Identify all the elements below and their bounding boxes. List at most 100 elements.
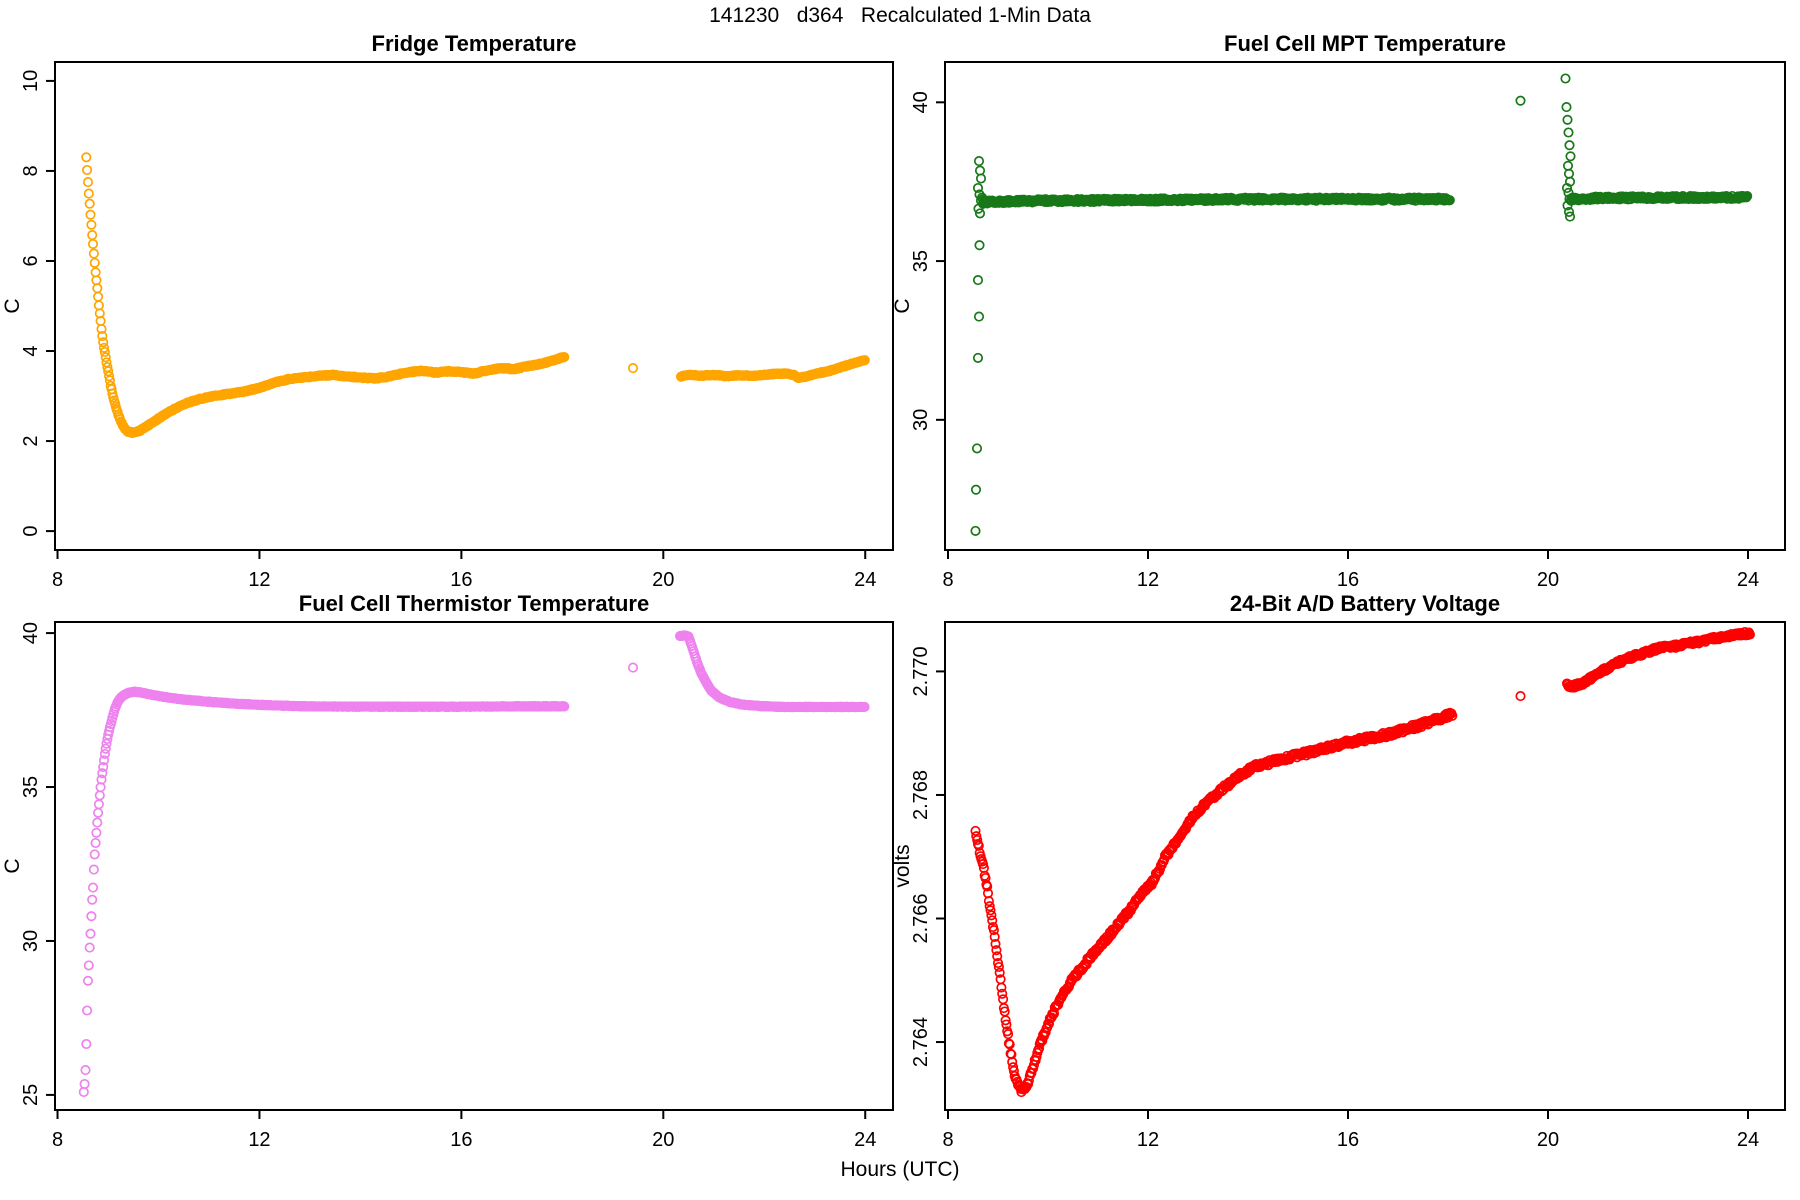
data-point bbox=[971, 443, 983, 454]
data-point bbox=[975, 173, 987, 184]
x-tick-label: 12 bbox=[248, 569, 270, 591]
data-point bbox=[970, 484, 982, 495]
data-point bbox=[88, 864, 99, 875]
data-point bbox=[102, 362, 113, 373]
data-point bbox=[974, 165, 986, 176]
data-point bbox=[87, 882, 99, 893]
y-tick-label: 35 bbox=[910, 250, 932, 272]
data-point bbox=[1040, 1027, 1051, 1038]
x-tick-label: 12 bbox=[1137, 1129, 1159, 1151]
data-point bbox=[96, 774, 107, 785]
data-point bbox=[82, 164, 93, 176]
y-tick-label: 2.770 bbox=[910, 646, 932, 696]
data-point bbox=[90, 267, 101, 278]
data-point bbox=[1562, 160, 1574, 171]
data-point bbox=[986, 910, 997, 921]
x-tick-label: 20 bbox=[652, 569, 674, 591]
data-point bbox=[81, 1038, 92, 1050]
panel-title-fuel-cell-mpt-temperature: Fuel Cell MPT Temperature bbox=[1224, 31, 1506, 56]
data-point bbox=[83, 188, 94, 199]
series-steady-band-day bbox=[977, 192, 1455, 209]
data-point bbox=[93, 807, 104, 818]
data-point bbox=[1742, 191, 1753, 202]
y-tick-label: 2.768 bbox=[910, 770, 932, 820]
series-isolated-reading bbox=[1515, 95, 1526, 106]
y-tick-label: 30 bbox=[910, 409, 932, 431]
data-point bbox=[97, 331, 108, 342]
data-point bbox=[88, 248, 99, 259]
data-point bbox=[993, 961, 1004, 973]
data-point bbox=[994, 967, 1005, 978]
panel-title-battery-voltage: 24-Bit A/D Battery Voltage bbox=[1229, 591, 1501, 616]
data-point bbox=[974, 208, 986, 219]
data-point bbox=[559, 701, 570, 712]
x-tick-label: 8 bbox=[942, 1129, 953, 1151]
x-tick-label: 24 bbox=[1737, 569, 1759, 591]
data-point bbox=[1444, 195, 1455, 206]
data-point bbox=[98, 342, 110, 353]
data-point bbox=[972, 352, 984, 363]
data-point bbox=[104, 371, 115, 382]
data-point bbox=[98, 755, 110, 766]
data-point bbox=[1563, 168, 1575, 179]
data-point bbox=[984, 901, 995, 912]
data-point bbox=[1562, 114, 1573, 125]
series-cooldown-and-daytime-drift bbox=[81, 152, 570, 438]
y-axis-label-thermistor: C bbox=[1, 858, 24, 874]
y-axis-label-fridge: C bbox=[1, 298, 24, 314]
data-point bbox=[996, 982, 1007, 993]
series-warmup-and-steady-day bbox=[78, 686, 570, 1098]
data-point bbox=[99, 748, 110, 760]
x-tick-label: 16 bbox=[1337, 569, 1359, 591]
data-point bbox=[87, 238, 99, 250]
x-tick-label: 16 bbox=[450, 569, 472, 591]
data-point bbox=[104, 725, 115, 736]
data-point bbox=[992, 951, 1003, 962]
series-evening-charge bbox=[1561, 627, 1755, 693]
panel-fuel-cell-mpt-temperature: 8 12 16 20 24 30 35 40 bbox=[910, 61, 1786, 591]
data-point bbox=[82, 177, 94, 188]
data-point bbox=[973, 156, 985, 167]
data-point bbox=[1561, 182, 1573, 194]
data-point bbox=[983, 896, 994, 907]
y-tick-label: 8 bbox=[20, 165, 42, 176]
data-point bbox=[86, 911, 97, 922]
data-point bbox=[90, 837, 101, 849]
data-point bbox=[992, 957, 1004, 969]
data-point bbox=[80, 1065, 91, 1076]
x-tick-label: 20 bbox=[1537, 569, 1559, 591]
data-point bbox=[988, 925, 999, 936]
series-isolated-reading bbox=[627, 662, 639, 673]
panel-title-fuel-cell-thermistor-temperature: Fuel Cell Thermistor Temperature bbox=[298, 591, 650, 616]
series-evening-spike-and-settle bbox=[674, 630, 870, 713]
y-tick-label: 2.764 bbox=[910, 1017, 932, 1067]
x-tick-label: 20 bbox=[652, 1129, 674, 1151]
data-point bbox=[991, 945, 1002, 956]
data-point bbox=[89, 257, 100, 268]
x-tick-label: 8 bbox=[52, 1129, 63, 1151]
y-tick-label: 35 bbox=[20, 776, 42, 798]
data-point bbox=[1447, 710, 1458, 721]
data-point bbox=[81, 152, 92, 163]
x-tick-label: 16 bbox=[450, 1129, 472, 1151]
data-point bbox=[1561, 102, 1572, 113]
data-point bbox=[989, 931, 1000, 942]
series-isolated-reading bbox=[627, 363, 639, 374]
data-point bbox=[86, 219, 97, 230]
series-steady-band-evening bbox=[1565, 190, 1753, 206]
y-tick-label: 40 bbox=[20, 622, 42, 644]
data-point bbox=[85, 209, 96, 220]
data-point bbox=[559, 352, 570, 363]
plot-box-fridge-temperature bbox=[54, 61, 894, 551]
data-point bbox=[94, 790, 105, 801]
data-point bbox=[973, 311, 985, 322]
data-point bbox=[974, 240, 985, 251]
panel-battery-voltage: 8 12 16 20 24 2.764 2.766 2.768 2.770 bbox=[910, 621, 1786, 1151]
data-point bbox=[982, 881, 993, 892]
data-point bbox=[93, 799, 104, 810]
data-point bbox=[972, 275, 984, 286]
data-point bbox=[98, 761, 109, 773]
data-point bbox=[82, 1005, 93, 1016]
data-point bbox=[1000, 1015, 1011, 1026]
data-point bbox=[998, 994, 1009, 1005]
